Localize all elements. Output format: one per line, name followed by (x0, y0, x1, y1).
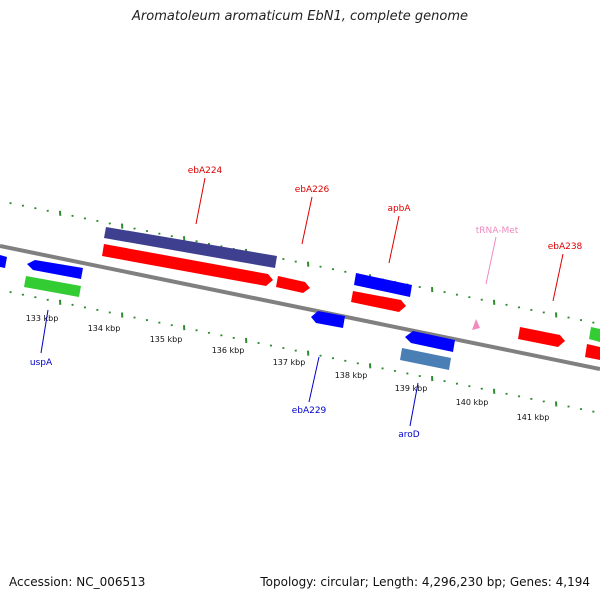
label-ebA226: ebA226 (295, 185, 330, 195)
gene-right-red[interactable] (585, 344, 600, 360)
gene-left-blue[interactable] (0, 255, 7, 268)
label-ebA224: ebA224 (188, 166, 223, 176)
label-aroD: aroD (398, 430, 420, 440)
gene-uspA-green[interactable] (24, 276, 81, 297)
genome-summary-text: Topology: circular; Length: 4,296,230 bp… (260, 575, 590, 589)
label-ebA238: ebA238 (548, 242, 583, 252)
gene-aroD-steel[interactable] (400, 348, 451, 370)
tick-label: 137 kbp (273, 358, 306, 367)
trna-met-marker[interactable] (472, 319, 480, 330)
accession-text: Accession: NC_006513 (9, 575, 146, 589)
gene-aroD-blue[interactable] (405, 331, 455, 352)
tick-label: 141 kbp (517, 413, 550, 422)
tick-label: 140 kbp (456, 398, 489, 407)
gene-uspA-upstream-blue[interactable] (27, 260, 83, 279)
label-tRNA-Met: tRNA-Met (476, 226, 519, 236)
gene-ebA224-bar[interactable] (104, 227, 277, 268)
map-title: Aromatoleum aromaticum EbN1, complete ge… (132, 9, 468, 24)
label-apbA: apbA (387, 204, 411, 214)
tick-label: 139 kbp (395, 384, 428, 393)
label-leaders (40, 177, 564, 427)
tick-label: 133 kbp (26, 314, 59, 323)
tick-label: 138 kbp (335, 371, 368, 380)
tick-label: 134 kbp (88, 324, 121, 333)
lower-tick-track (9, 291, 595, 413)
gene-apbA-red[interactable] (351, 291, 406, 312)
gene-ebA229-arrow[interactable] (311, 311, 345, 328)
gene-ebA224-arrow[interactable] (102, 244, 273, 286)
gene-ebA238-arrow[interactable] (518, 327, 565, 347)
tick-label: 136 kbp (212, 346, 245, 355)
label-ebA229: ebA229 (292, 406, 327, 416)
upper-tick-track (9, 202, 595, 324)
gene-apbA-blue[interactable] (354, 273, 412, 297)
gene-right-green[interactable] (589, 327, 600, 342)
gene-ebA226-arrow[interactable] (276, 276, 310, 293)
genome-backbone (0, 244, 600, 371)
tick-label: 135 kbp (150, 335, 183, 344)
label-uspA: uspA (30, 358, 53, 368)
